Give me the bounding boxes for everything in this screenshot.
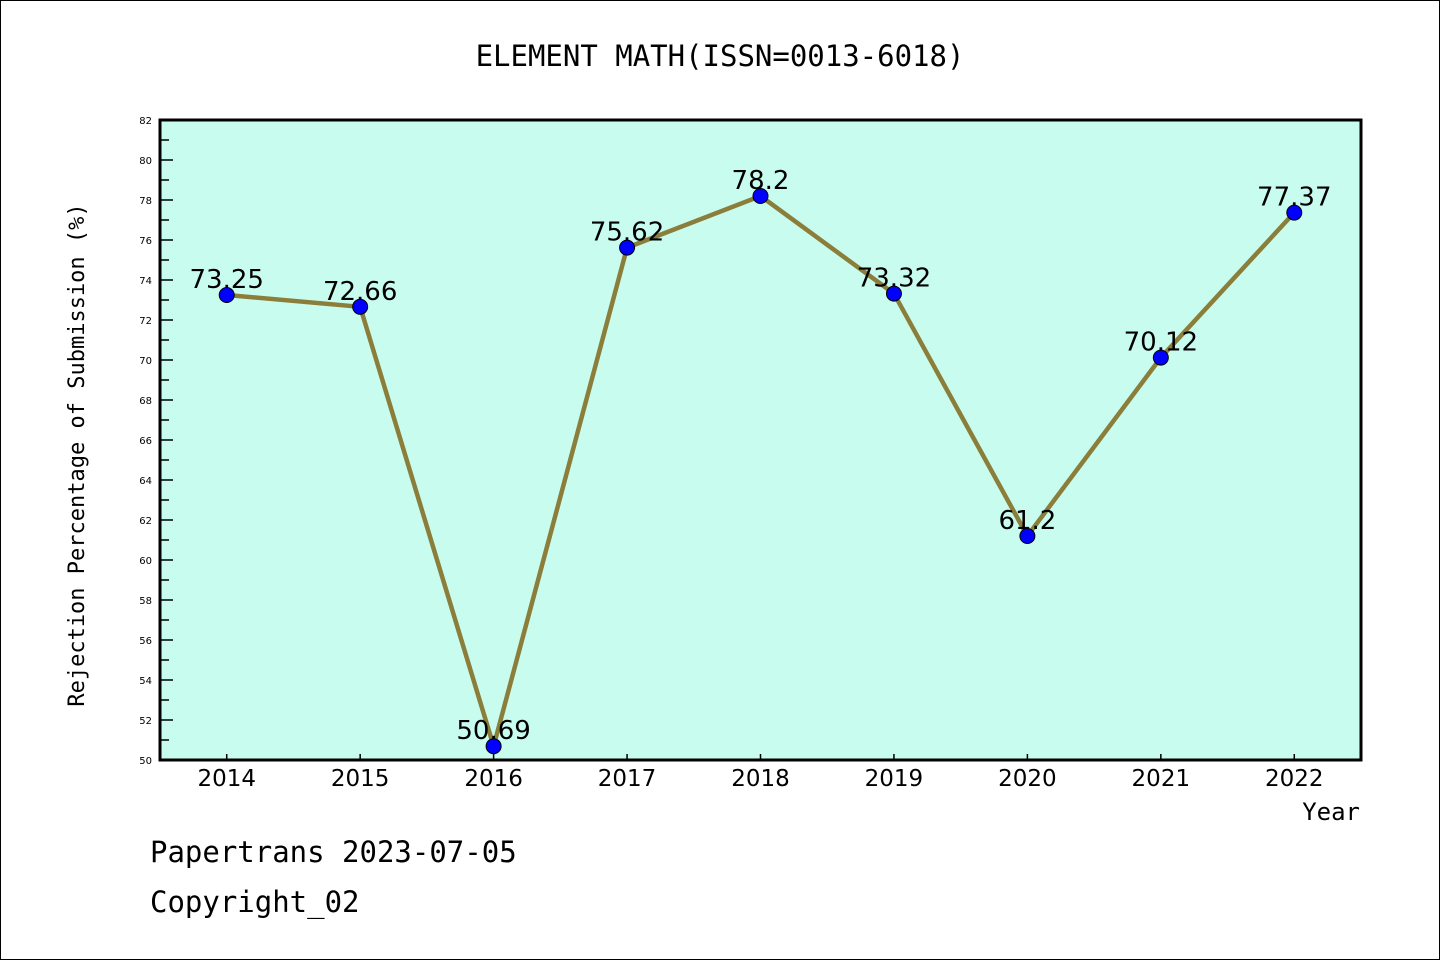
footer-date: Papertrans 2023-07-05 — [150, 835, 517, 869]
footer-copyright: Copyright_02 — [150, 885, 360, 919]
data-point — [1152, 349, 1169, 366]
x-tick-label: 2017 — [598, 766, 657, 792]
y-tick-label: 50 — [139, 756, 152, 767]
y-tick-label: 56 — [139, 636, 152, 647]
y-tick-label: 70 — [139, 356, 152, 367]
y-tick-label: 64 — [139, 476, 152, 487]
x-tick-label: 2015 — [331, 766, 390, 792]
y-tick-label: 60 — [139, 556, 152, 567]
y-tick-label: 72 — [139, 316, 152, 327]
data-point — [1286, 204, 1303, 221]
y-axis-label: Rejection Percentage of Submission (%) — [65, 203, 90, 706]
x-tick-label: 2019 — [865, 766, 924, 792]
x-tick-label: 2020 — [998, 766, 1057, 792]
y-tick-label: 82 — [139, 116, 152, 127]
data-point — [352, 298, 369, 315]
data-label: 78.2 — [732, 166, 790, 196]
y-tick-label: 76 — [139, 236, 152, 247]
y-tick-label: 58 — [139, 596, 152, 607]
x-tick-label: 2016 — [464, 766, 523, 792]
data-point — [485, 738, 502, 755]
data-point — [218, 287, 235, 303]
x-tick-label: 2018 — [731, 766, 790, 792]
y-tick-label: 74 — [139, 276, 152, 287]
data-label: 73.32 — [857, 264, 931, 294]
x-tick-label: 2022 — [1265, 766, 1324, 792]
data-point — [619, 239, 636, 256]
y-tick-label: 62 — [139, 516, 152, 527]
x-tick-label: 2021 — [1132, 766, 1191, 792]
data-point — [885, 285, 902, 302]
y-tick-label: 80 — [139, 156, 152, 167]
y-tick-label: 66 — [139, 436, 152, 447]
y-tick-label: 78 — [139, 196, 152, 207]
plot-border — [158, 118, 1363, 762]
data-label: 50.69 — [456, 716, 530, 746]
y-tick-label: 54 — [139, 676, 152, 687]
data-label: 72.66 — [323, 277, 397, 307]
y-tick-label: 68 — [139, 396, 152, 407]
x-tick-label: 2014 — [197, 766, 256, 792]
data-label: 61.2 — [998, 506, 1056, 536]
data-label: 70.12 — [1124, 328, 1198, 358]
y-tick-label: 52 — [139, 716, 152, 727]
data-label: 77.37 — [1257, 183, 1331, 213]
plot-area — [160, 120, 1361, 760]
x-axis-label: Year — [1302, 798, 1360, 826]
data-label: 75.62 — [590, 218, 664, 248]
chart-title: ELEMENT MATH(ISSN=0013-6018) — [476, 39, 965, 73]
data-point — [1019, 528, 1036, 544]
data-point — [752, 188, 769, 204]
data-label: 73.25 — [190, 265, 264, 295]
